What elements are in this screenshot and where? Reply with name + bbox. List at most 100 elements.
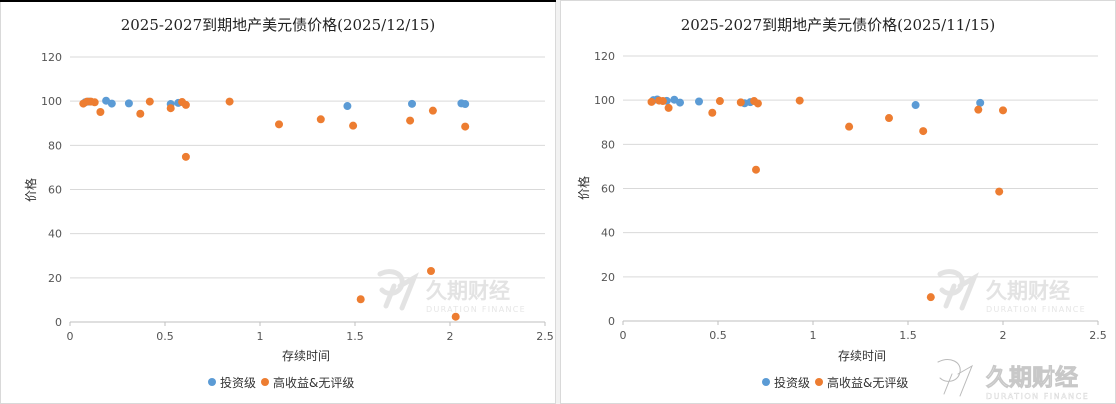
high-yield-point <box>919 127 928 136</box>
y-tick-label: 80 <box>48 139 62 152</box>
high-yield-point <box>428 106 437 115</box>
x-tick-label: 2.5 <box>536 330 554 343</box>
investment-grade-point <box>976 98 985 107</box>
high-yield-point <box>736 98 745 107</box>
high-yield-point <box>461 122 470 131</box>
y-tick-label: 0 <box>608 315 615 328</box>
y-tick-label: 100 <box>594 94 615 107</box>
investment-grade-point <box>461 100 470 109</box>
y-tick-label: 120 <box>594 50 615 63</box>
investment-grade-point <box>343 102 352 111</box>
investment-grade-point <box>107 99 116 108</box>
high-yield-point <box>999 106 1007 115</box>
duration-finance-logo-icon <box>935 357 977 399</box>
chart-panel-dec: 2025-2027到期地产美元债价格(2025/12/15) 久期财经 DURA… <box>0 0 556 404</box>
high-yield-point <box>356 295 365 304</box>
legend: 投资级 高收益&无评级 <box>208 375 354 390</box>
scatter-chart-dec: 2025-2027到期地产美元债价格(2025/12/15) 久期财经 DURA… <box>23 16 554 390</box>
y-tick-label: 20 <box>601 271 615 284</box>
legend-marker-high-yield <box>261 378 269 386</box>
high-yield-point <box>136 109 145 118</box>
y-tick-label: 60 <box>48 184 62 197</box>
high-yield-point <box>96 107 105 116</box>
legend-label-investment-grade: 投资级 <box>220 375 256 390</box>
high-yield-point <box>316 115 325 124</box>
watermark-brand: 久期财经 <box>986 279 1070 303</box>
legend-marker-investment-grade <box>762 378 770 386</box>
legend-label-high-yield: 高收益&无评级 <box>273 375 354 390</box>
legend-label-investment-grade: 投资级 <box>774 375 810 390</box>
y-tick-label: 20 <box>48 272 62 285</box>
x-tick-label: 1 <box>810 329 817 342</box>
scatter-chart-nov: 2025-2027到期地产美元债价格(2025/11/15) 久期财经 DURA… <box>576 16 1107 401</box>
high-yield-point <box>181 100 190 109</box>
chart-panel-nov: 2025-2027到期地产美元债价格(2025/11/15) 久期财经 DURA… <box>560 0 1116 404</box>
duration-finance-logo-icon <box>937 269 979 311</box>
legend: 投资级 高收益&无评级 <box>762 375 908 390</box>
x-tick-label: 0.5 <box>709 329 727 342</box>
x-tick-label: 1 <box>257 330 264 343</box>
y-tick-label: 0 <box>55 316 62 329</box>
watermark: 久期财经 DURATION FINANCE <box>377 269 526 314</box>
watermark: 久期财经 DURATION FINANCE <box>937 269 1086 314</box>
high-yield-point <box>145 97 154 106</box>
x-axis-label: 存续时间 <box>282 349 330 363</box>
investment-grade-point <box>695 97 703 106</box>
legend-marker-high-yield <box>815 378 823 386</box>
y-tick-label: 120 <box>41 51 62 64</box>
high-yield-point <box>664 103 673 112</box>
high-yield-point <box>451 312 460 321</box>
high-yield-point <box>181 152 190 161</box>
high-yield-point <box>225 97 234 106</box>
high-yield-point <box>647 97 656 106</box>
investment-grade-point <box>124 99 133 108</box>
high-yield-point <box>349 121 358 130</box>
y-axis-label: 价格 <box>23 178 38 202</box>
high-yield-point <box>753 99 762 108</box>
high-yield-point <box>995 187 1004 196</box>
high-yield-point <box>885 114 893 123</box>
legend-marker-investment-grade <box>208 378 216 386</box>
chart-title: 2025-2027到期地产美元债价格(2025/12/15) <box>121 16 436 34</box>
high-yield-point <box>974 105 983 114</box>
high-yield-point <box>658 97 667 106</box>
top-rule <box>0 0 556 2</box>
watermark-sub: DURATION FINANCE <box>986 305 1086 314</box>
high-yield-point <box>926 293 935 302</box>
high-yield-point <box>795 96 804 105</box>
legend-label-high-yield: 高收益&无评级 <box>827 375 908 390</box>
x-tick-label: 0.5 <box>156 330 174 343</box>
high-yield-point <box>845 122 854 131</box>
high-yield-point <box>275 120 283 129</box>
duration-finance-logo-icon <box>377 269 419 311</box>
watermark-brand: 久期财经 <box>986 364 1078 391</box>
watermark-sub: DURATION FINANCE <box>426 305 526 314</box>
high-yield-point <box>406 116 415 125</box>
panel-separator <box>556 0 560 404</box>
x-axis-label: 存续时间 <box>838 349 886 363</box>
y-tick-label: 60 <box>601 183 615 196</box>
high-yield-point <box>90 98 99 107</box>
x-tick-label: 1.5 <box>346 330 364 343</box>
x-tick-label: 2 <box>1000 329 1007 342</box>
watermark-sub: DURATION FINANCE <box>986 392 1089 401</box>
high-yield-point <box>427 266 435 275</box>
x-tick-label: 2.5 <box>1089 329 1107 342</box>
high-yield-point <box>166 104 175 113</box>
x-tick-label: 0 <box>620 329 627 342</box>
y-tick-label: 40 <box>601 227 615 240</box>
investment-grade-point <box>911 101 920 110</box>
high-yield-point <box>708 108 717 117</box>
y-tick-label: 40 <box>48 228 62 241</box>
y-tick-label: 80 <box>601 138 615 151</box>
high-yield-point <box>715 97 724 106</box>
x-tick-label: 2 <box>447 330 454 343</box>
investment-grade-point <box>676 98 684 107</box>
high-yield-point <box>752 165 760 174</box>
x-tick-label: 1.5 <box>899 329 917 342</box>
y-axis-label: 价格 <box>576 176 591 200</box>
watermark-brand: 久期财经 <box>426 279 510 303</box>
watermark-strong: 久期财经 DURATION FINANCE <box>935 357 1089 401</box>
investment-grade-point <box>408 99 416 108</box>
chart-title: 2025-2027到期地产美元债价格(2025/11/15) <box>681 16 996 34</box>
